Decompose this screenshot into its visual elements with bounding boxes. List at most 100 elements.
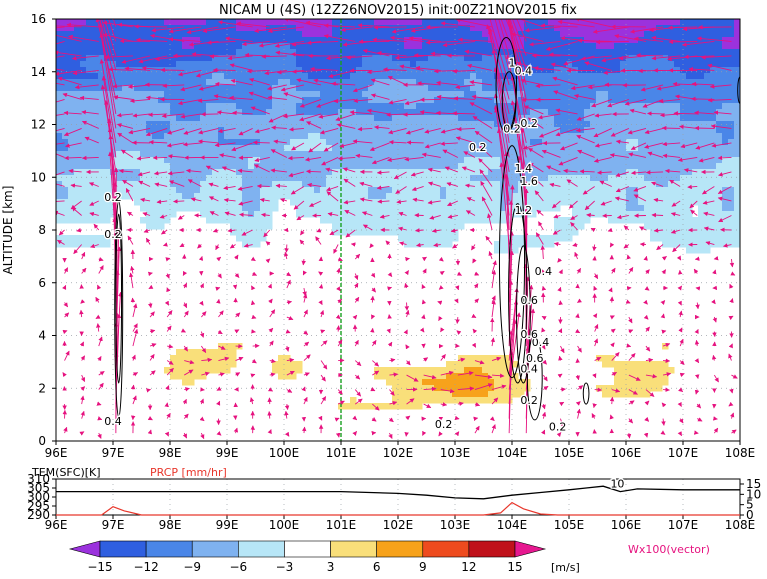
colorbar-high-triangle: [515, 541, 545, 557]
wind-vector: [338, 268, 339, 273]
wind-vector: [731, 259, 732, 267]
contour-label: 0.2: [520, 117, 538, 130]
wind-vector: [321, 330, 325, 331]
wind-vector: [646, 317, 648, 319]
wind-vector: [646, 419, 649, 422]
wind-vector: [389, 433, 392, 438]
wind-vector: [423, 300, 424, 303]
y-tick-label: 12: [31, 118, 46, 132]
wind-vector: [96, 297, 99, 302]
wind-vector: [492, 261, 496, 274]
wind-vector: [338, 317, 340, 319]
wind-vector: [321, 397, 326, 405]
surface-x-tick-label: 102E: [383, 518, 414, 532]
wind-vector: [714, 317, 716, 322]
wind-vector: [424, 257, 427, 259]
x-tick-label: 108E: [725, 446, 756, 460]
wind-vector: [560, 346, 564, 353]
wind-vector: [372, 419, 376, 422]
contour-label: 0.2: [549, 420, 567, 433]
wind-vector: [543, 412, 545, 418]
wind-vector: [629, 267, 633, 273]
wind-vector: [543, 430, 544, 433]
wind-vector: [370, 245, 373, 248]
x-tick-label: 102E: [383, 446, 414, 460]
contour-label: 0.2: [520, 394, 538, 407]
wind-vector: [697, 361, 699, 363]
wind-vector: [628, 255, 629, 259]
wind-vector: [680, 374, 684, 376]
colorbar-tick-label: −3: [276, 560, 294, 574]
wind-vector: [131, 266, 133, 273]
wind-vector: [680, 361, 684, 365]
wind-vector: [65, 157, 82, 158]
y-tick-label: 16: [31, 12, 46, 26]
wind-vector: [680, 404, 681, 406]
wind-vector: [355, 340, 358, 346]
wind-vector: [543, 361, 546, 365]
wind-vector: [405, 283, 406, 288]
wind-vector: [303, 274, 304, 276]
wind-vector: [270, 341, 274, 346]
wind-vector: [475, 346, 476, 347]
wind-vector: [167, 310, 172, 317]
wind-vector: [135, 26, 167, 27]
wind-vector: [646, 270, 650, 274]
wind-vector: [648, 113, 664, 114]
surface-temperature-line: [56, 486, 740, 499]
wind-vector: [594, 404, 595, 408]
wind-vector: [287, 274, 291, 276]
wind-vector: [184, 283, 186, 288]
wind-vector: [82, 396, 84, 404]
wind-vector: [355, 361, 361, 366]
wind-vector: [663, 270, 666, 274]
wind-vector: [629, 353, 635, 360]
wind-vector: [372, 361, 378, 367]
wind-vector: [355, 297, 359, 302]
y-tick-label: 0: [38, 434, 46, 448]
wind-vector: [65, 303, 68, 307]
wind-vector: [133, 304, 136, 317]
wind-vector: [554, 243, 560, 244]
wind-vector: [82, 387, 85, 390]
wind-vector: [99, 266, 104, 274]
wind-vector: [578, 401, 581, 404]
wind-vector: [304, 355, 310, 361]
wind-vector: [489, 251, 492, 259]
wind-vector: [663, 331, 666, 332]
wind-vector: [646, 433, 647, 437]
colorbar-swatch: [100, 541, 146, 557]
surface-x-tick-label: 105E: [554, 518, 585, 532]
wind-vector: [713, 355, 714, 360]
wind-vector: [473, 329, 475, 331]
colorbar-swatch: [238, 541, 284, 557]
wind-vector: [178, 215, 184, 219]
colorbar-tick-label: −15: [87, 560, 112, 574]
wind-vector: [167, 326, 171, 332]
x-tick-label: 98E: [159, 446, 182, 460]
wind-vector: [303, 259, 304, 265]
wind-vector: [694, 269, 697, 273]
wind-vector: [287, 404, 288, 410]
wind-vector: [133, 329, 137, 346]
wind-vector: [355, 254, 360, 259]
wind-vector: [424, 315, 425, 317]
wind-vector: [304, 342, 309, 346]
contour-label: 0.2: [435, 418, 453, 431]
wind-vector: [680, 390, 683, 392]
wind-vector: [287, 317, 293, 320]
surface-x-tick-label: 96E: [45, 518, 68, 532]
contour-label: 0.4: [104, 415, 122, 428]
wind-vector: [538, 222, 543, 230]
surface-right-label: PRCP [mm/hr]: [150, 466, 227, 479]
contour-label: 0.2: [469, 141, 487, 154]
wind-vector: [596, 41, 629, 42]
x-tick-label: 97E: [102, 446, 125, 460]
wind-vector: [167, 346, 173, 347]
contour-label: 0.4: [535, 265, 553, 278]
x-tick-label: 96E: [45, 446, 68, 460]
wind-vector: [218, 311, 223, 317]
wind-vector: [560, 374, 562, 375]
wind-vector: [696, 390, 697, 395]
wind-vector: [128, 236, 133, 245]
